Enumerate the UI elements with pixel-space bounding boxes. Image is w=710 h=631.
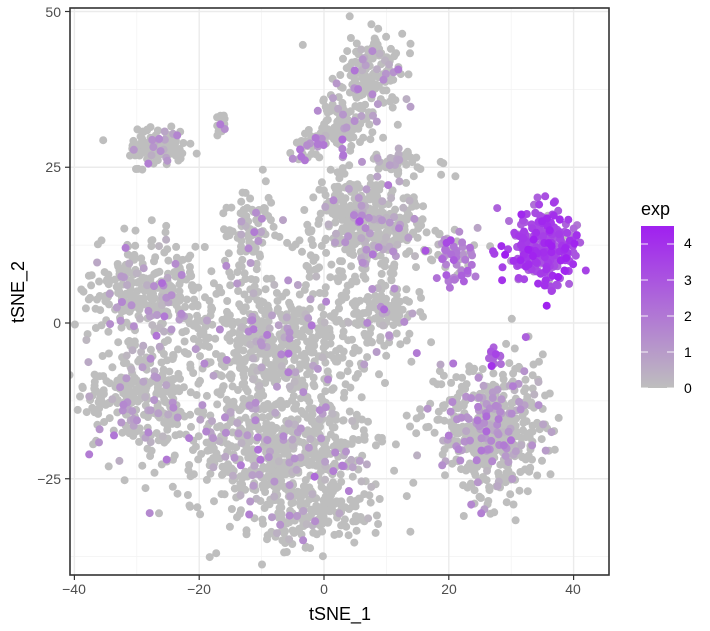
legend-colorbar: [641, 226, 674, 388]
legend-title: exp: [641, 199, 670, 219]
x-tick-label: 0: [320, 581, 328, 597]
legend-label: 2: [684, 308, 692, 324]
x-tick-label: −20: [187, 581, 211, 597]
y-axis-title: tSNE_2: [8, 261, 29, 323]
x-tick-label: 20: [441, 581, 457, 597]
legend-label: 3: [684, 272, 692, 288]
y-tick-label: 50: [45, 4, 61, 20]
x-axis-title: tSNE_1: [309, 604, 371, 625]
axis-ticks: [65, 10, 575, 580]
panel-border: [69, 7, 610, 576]
legend-label: 0: [684, 380, 692, 396]
legend-label: 1: [684, 344, 692, 360]
y-tick-label: 0: [53, 315, 61, 331]
x-tick-label: −40: [62, 581, 86, 597]
y-tick-label: −25: [37, 471, 61, 487]
color-legend: exp 4 3 2 1 0: [641, 199, 692, 396]
x-tick-label: 40: [565, 581, 581, 597]
legend-label: 4: [684, 235, 692, 251]
y-tick-label: 25: [45, 159, 61, 175]
data-points: [70, 12, 590, 569]
